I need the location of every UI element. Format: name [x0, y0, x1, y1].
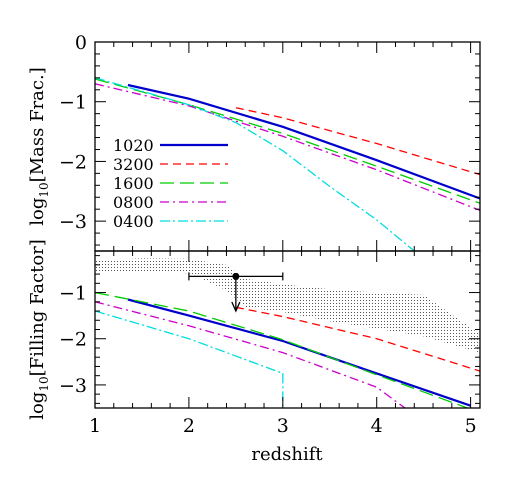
series-line-1600-bottom	[95, 291, 470, 408]
series-line-0400-bottom	[95, 310, 284, 408]
x-tick-label: 1	[89, 415, 101, 437]
x-axis-title: redshift	[251, 444, 323, 465]
filling-factor-panel: −1 −2 −31 2 3 4 5 log10[Filling Factor]	[27, 239, 481, 437]
y-tick-label: −1	[59, 283, 87, 305]
x-tick-label: 3	[277, 415, 289, 437]
legend-label-3200: 3200	[113, 155, 154, 174]
observation-point	[188, 272, 284, 313]
legend-label-0400: 0400	[113, 212, 154, 231]
series-line-3200-bottom	[235, 306, 480, 372]
legend-label-0800: 0800	[113, 193, 154, 212]
x-tick-label: 2	[183, 415, 195, 437]
y-tick-label: 0	[75, 32, 87, 54]
series-line-0400-top	[95, 77, 415, 251]
legend-label-1020: 1020	[113, 136, 154, 155]
y-axis-title-top: log10[Mass Frac.]	[27, 67, 51, 225]
series-line-1600-top	[95, 78, 480, 204]
series-line-1020-bottom	[127, 298, 471, 407]
mass-fraction-panel: 0 −1 −2 −3 log10[Mass Frac.] 1020320016000800…	[27, 32, 481, 252]
y-axis-title-bottom: log10[Filling Factor]	[27, 239, 51, 420]
y-tick-label: −2	[59, 151, 87, 173]
y-tick-label: −1	[59, 92, 87, 114]
series-line-1020-top	[127, 83, 480, 200]
y-tick-label: −2	[59, 329, 87, 351]
series-line-0800-top	[95, 83, 480, 212]
legend-label-1600: 1600	[113, 174, 154, 193]
uncertainty-band	[95, 258, 480, 353]
y-tick-label: −3	[59, 211, 87, 233]
y-tick-label: −3	[59, 375, 87, 397]
series-line-3200-top	[235, 107, 480, 176]
series-line-0800-bottom	[95, 301, 406, 408]
x-tick-label: 5	[465, 415, 477, 437]
x-tick-label: 4	[371, 415, 383, 437]
